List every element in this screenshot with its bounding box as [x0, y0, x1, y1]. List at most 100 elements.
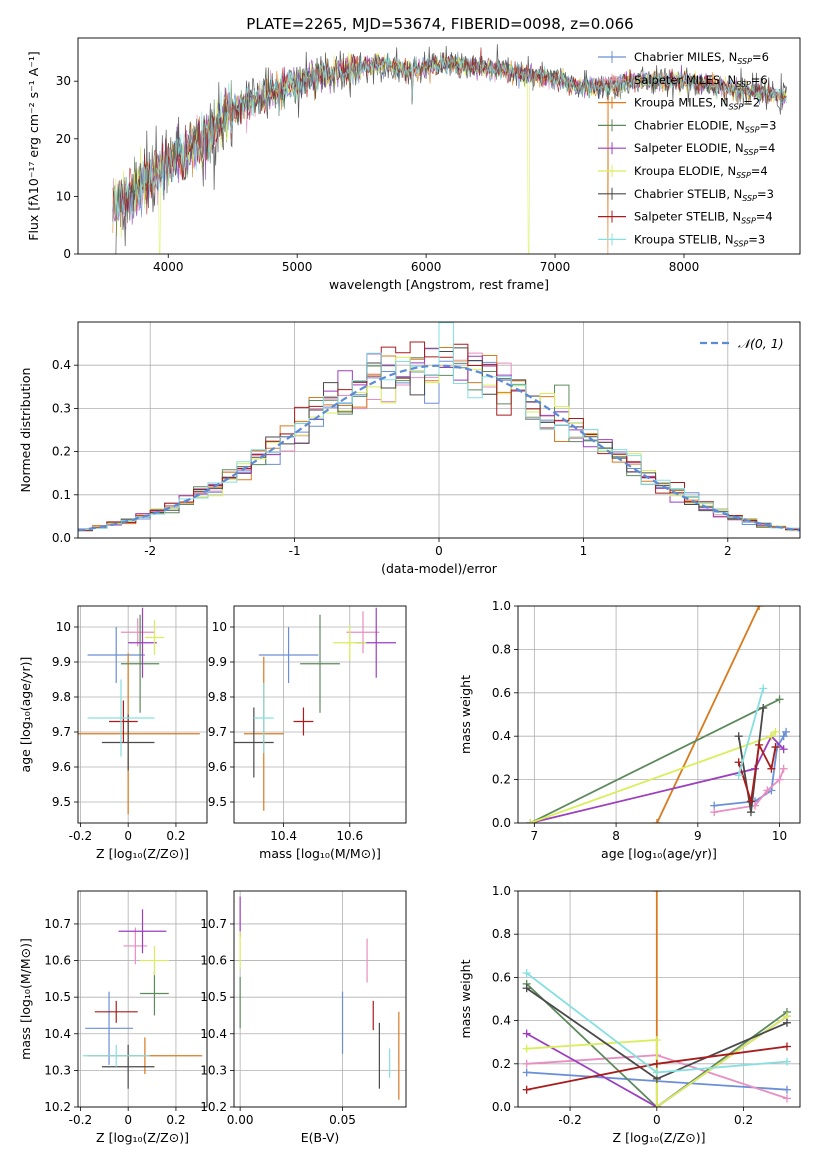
legend-entry: 𝒩(0, 1) — [738, 336, 784, 351]
x-tick-label: 0.2 — [734, 1113, 753, 1127]
y-tick-label: 9.5 — [52, 795, 71, 809]
y-tick-label: 10.7 — [200, 917, 227, 931]
weight-line — [529, 698, 781, 823]
y-tick-label: 30 — [56, 74, 71, 88]
panel-mass-vs-Z: -0.2 0 0.2 10.2 10.3 10.4 10.5 10.6 10.7 Z [log₁₀… — [18, 890, 208, 1145]
plot-area-mass-vs-Z — [82, 909, 203, 1089]
y-tick-label: 0.0 — [492, 1100, 511, 1114]
plot-area-weight-vs-age — [526, 606, 791, 823]
gaussian-reference — [78, 364, 800, 532]
y-tick-label: 10.5 — [200, 990, 227, 1004]
y-tick-label: 0.6 — [492, 970, 511, 984]
x-axis-label: mass [log₁₀(M/M⊙)] — [259, 846, 381, 861]
x-tick-label: 7 — [531, 829, 539, 843]
panel-mass-vs-ebv: 0.00 0.05 10.2 10.3 10.4 10.5 10.6 10.7 E(B-V) — [200, 890, 407, 1145]
y-tick-label: 20 — [56, 132, 71, 146]
x-tick-label: 1 — [580, 544, 588, 558]
y-axis-label: mass weight — [458, 959, 473, 1038]
x-tick-label: 7000 — [540, 260, 571, 274]
panel-residuals: -2 -1 0 1 2 0.0 0.1 0.2 0.3 0.4 (data-model)/error… — [18, 321, 801, 576]
x-axis-label: wavelength [Angstrom, rest frame] — [329, 277, 549, 292]
legend-entry: Salpeter ELODIE, NSSP=4 — [634, 141, 775, 157]
y-axis-label: age [log₁₀(age/yr)] — [18, 657, 33, 773]
y-tick-label: 0.1 — [52, 488, 71, 502]
y-tick-label: 10.3 — [200, 1063, 227, 1077]
y-tick-label: 1.0 — [492, 884, 511, 898]
x-tick-label: 0 — [124, 1113, 132, 1127]
legend-entry: Kroupa ELODIE, NSSP=4 — [634, 164, 768, 180]
y-tick-label: 10.2 — [200, 1100, 227, 1114]
y-tick-label: 0.8 — [492, 642, 511, 656]
legend-entry: Salpeter MILES, NSSP=6 — [634, 73, 768, 89]
y-tick-label: 0.2 — [492, 1057, 511, 1071]
y-tick-label: 1.0 — [492, 599, 511, 613]
plot-area-weight-vs-Z — [522, 891, 791, 1107]
spectrum-line-chabrier-stelib — [112, 44, 787, 254]
legend-entry: Salpeter STELIB, NSSP=4 — [634, 210, 773, 226]
x-tick-label: 0.00 — [227, 1113, 254, 1127]
axes-frame — [517, 605, 801, 824]
x-tick-label: 0.2 — [166, 1113, 185, 1127]
y-tick-label: 0.2 — [52, 445, 71, 459]
y-axis-label: mass [log₁₀(M/M⊙)] — [18, 938, 33, 1060]
x-tick-label: 6000 — [411, 260, 442, 274]
y-tick-label: 9.8 — [52, 690, 71, 704]
x-tick-label: 10.4 — [270, 829, 297, 843]
plot-area-mass-vs-ebv — [239, 896, 400, 1100]
y-tick-label: 0.0 — [492, 816, 511, 830]
panel-age-vs-Z: -0.2 0 0.2 9.5 9.6 9.7 9.8 9.9 10 Z [log₁₀(Z/Z⊙)]… — [18, 605, 208, 861]
y-tick-label: 10 — [56, 189, 71, 203]
y-tick-label: 10 — [56, 620, 71, 634]
y-tick-label: 9.6 — [52, 760, 71, 774]
plot-area-age-vs-Z — [78, 607, 200, 815]
x-tick-label: 5000 — [282, 260, 313, 274]
y-tick-label: 9.5 — [208, 795, 227, 809]
axes-frame — [233, 605, 407, 824]
x-tick-label: 10.6 — [336, 829, 363, 843]
y-tick-label: 0.3 — [52, 401, 71, 415]
y-tick-label: 10.7 — [44, 917, 71, 931]
plot-area-age-vs-mass — [234, 607, 397, 811]
plot-area-residuals — [78, 322, 800, 538]
x-axis-label: Z [log₁₀(Z/Z⊙)] — [96, 846, 189, 861]
y-tick-label: 9.7 — [52, 725, 71, 739]
y-tick-label: 0.6 — [492, 686, 511, 700]
panel-weight-vs-Z: -0.2 0 0.2 0.0 0.2 0.4 0.6 0.8 1.0 Z [log₁₀(Z/Z⊙)… — [458, 884, 801, 1145]
hist-kroupa-stelib — [78, 322, 800, 538]
x-tick-label: 0 — [653, 1113, 661, 1127]
y-tick-label: 10.5 — [44, 990, 71, 1004]
axes-frame — [517, 890, 801, 1108]
panel-spectrum: 4000 5000 6000 7000 8000 0 10 20 30 wavelength [A… — [26, 37, 801, 292]
x-tick-label: 8 — [612, 829, 620, 843]
axes-frame — [77, 37, 801, 255]
x-tick-label: -0.2 — [558, 1113, 581, 1127]
spectrum-line-salpeter-stelib — [112, 47, 787, 222]
y-tick-label: 10.6 — [44, 954, 71, 968]
y-tick-label: 9.9 — [52, 655, 71, 669]
x-axis-label: Z [log₁₀(Z/Z⊙)] — [96, 1130, 189, 1145]
y-axis-label: Flux [fλ10⁻¹⁷ erg cm⁻² s⁻¹ A⁻¹] — [26, 51, 41, 240]
x-tick-label: -0.2 — [69, 1113, 92, 1127]
axes-frame — [233, 890, 407, 1108]
x-tick-label: 0 — [435, 544, 443, 558]
x-tick-label: 9 — [694, 829, 702, 843]
y-axis-label: Normed distribution — [18, 368, 33, 493]
x-axis-label: age [log₁₀(age/yr)] — [601, 846, 717, 861]
x-tick-label: 0.05 — [329, 1113, 356, 1127]
spectrum-line-kroupa-stelib — [112, 52, 787, 225]
y-tick-label: 0.4 — [492, 1014, 511, 1028]
x-tick-label: -1 — [289, 544, 301, 558]
axes-frame — [77, 321, 801, 539]
y-tick-label: 10 — [212, 620, 227, 634]
y-tick-label: 10.4 — [44, 1027, 71, 1041]
plot-area-spectrum — [112, 44, 787, 254]
x-tick-label: 8000 — [669, 260, 700, 274]
weight-line — [737, 688, 765, 776]
y-tick-label: 9.6 — [208, 760, 227, 774]
figure-title: PLATE=2265, MJD=53674, FIBERID=0098, z=0… — [246, 15, 633, 33]
x-axis-label: E(B-V) — [301, 1130, 340, 1145]
y-tick-label: 10.2 — [44, 1100, 71, 1114]
legend: 𝒩(0, 1) — [700, 336, 784, 351]
legend-entry: Kroupa STELIB, NSSP=3 — [634, 232, 765, 248]
